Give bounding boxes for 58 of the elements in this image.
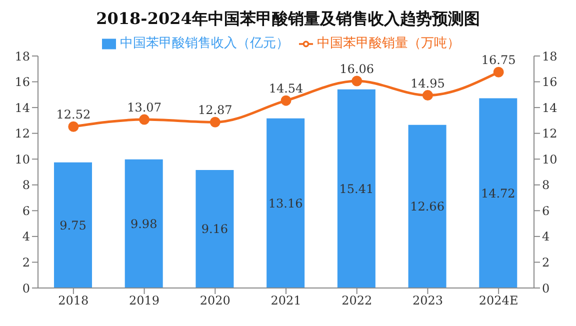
data-label: 9.98 bbox=[130, 216, 158, 231]
x-tick-label: 2021 bbox=[270, 294, 302, 308]
x-tick-label: 2024E bbox=[478, 294, 518, 308]
y-tick-label: 10 bbox=[14, 152, 30, 166]
data-label: 12.87 bbox=[198, 103, 232, 118]
y2-tick-label: 0 bbox=[542, 281, 550, 296]
point bbox=[280, 95, 292, 106]
data-label: 14.95 bbox=[410, 76, 445, 90]
y2-tick-label: 2 bbox=[542, 255, 550, 270]
bar bbox=[408, 124, 446, 288]
data-label: 13.07 bbox=[127, 100, 162, 115]
y2-tick-label: 4 bbox=[542, 230, 550, 244]
y2-tick-label: 16 bbox=[542, 75, 558, 90]
y2-tick-label: 12 bbox=[542, 126, 558, 141]
point bbox=[68, 121, 79, 132]
chart-title: 2018-2024年中国苯甲酸销量及销售收入趋势预测图 bbox=[95, 8, 481, 30]
y2-tick-label: 14 bbox=[542, 100, 558, 115]
data-label: 13.16 bbox=[268, 196, 303, 210]
x-tick-label: 2022 bbox=[342, 294, 372, 308]
y-tick-label: 12 bbox=[14, 126, 30, 141]
data-label: 9.75 bbox=[60, 218, 86, 232]
data-label: 15.41 bbox=[339, 182, 374, 196]
y-tick-label: 0 bbox=[22, 281, 30, 296]
data-label: 9.16 bbox=[201, 222, 228, 236]
x-tick-label: 2023 bbox=[412, 294, 443, 308]
legend-label: 中国苯甲酸销售收入（亿元） bbox=[120, 36, 289, 51]
bar bbox=[196, 170, 234, 288]
x-tick-label: 2020 bbox=[200, 294, 230, 308]
point bbox=[352, 76, 362, 86]
data-label: 14.54 bbox=[268, 82, 304, 96]
data-label: 16.06 bbox=[340, 62, 374, 76]
legend-label: 中国苯甲酸销量（万吨） bbox=[317, 36, 460, 51]
y-tick-label: 2 bbox=[22, 255, 30, 270]
point bbox=[422, 90, 433, 101]
bar bbox=[479, 98, 518, 288]
y-tick-label: 8 bbox=[22, 178, 30, 192]
y-tick-label: 4 bbox=[22, 230, 30, 244]
x-tick-label: 2019 bbox=[129, 294, 160, 308]
data-label: 16.75 bbox=[481, 53, 516, 68]
y2-tick-label: 8 bbox=[542, 178, 550, 192]
bar bbox=[337, 89, 376, 288]
y2-tick-label: 6 bbox=[542, 204, 550, 218]
data-label: 12.66 bbox=[410, 200, 444, 214]
point bbox=[493, 66, 504, 78]
bar bbox=[54, 162, 92, 288]
y-tick-label: 16 bbox=[14, 75, 30, 90]
y-tick-label: 14 bbox=[14, 100, 30, 115]
data-label: 12.52 bbox=[56, 108, 91, 122]
x-tick-label: 2018 bbox=[58, 294, 89, 308]
data-label: 14.72 bbox=[480, 186, 516, 200]
y2-tick-label: 10 bbox=[542, 152, 558, 166]
bar bbox=[124, 159, 163, 288]
y-tick-label: 18 bbox=[14, 49, 30, 64]
point bbox=[139, 114, 150, 125]
y-tick-label: 6 bbox=[22, 204, 30, 218]
point bbox=[210, 116, 220, 128]
y2-tick-label: 18 bbox=[542, 49, 558, 64]
bar bbox=[266, 118, 305, 288]
